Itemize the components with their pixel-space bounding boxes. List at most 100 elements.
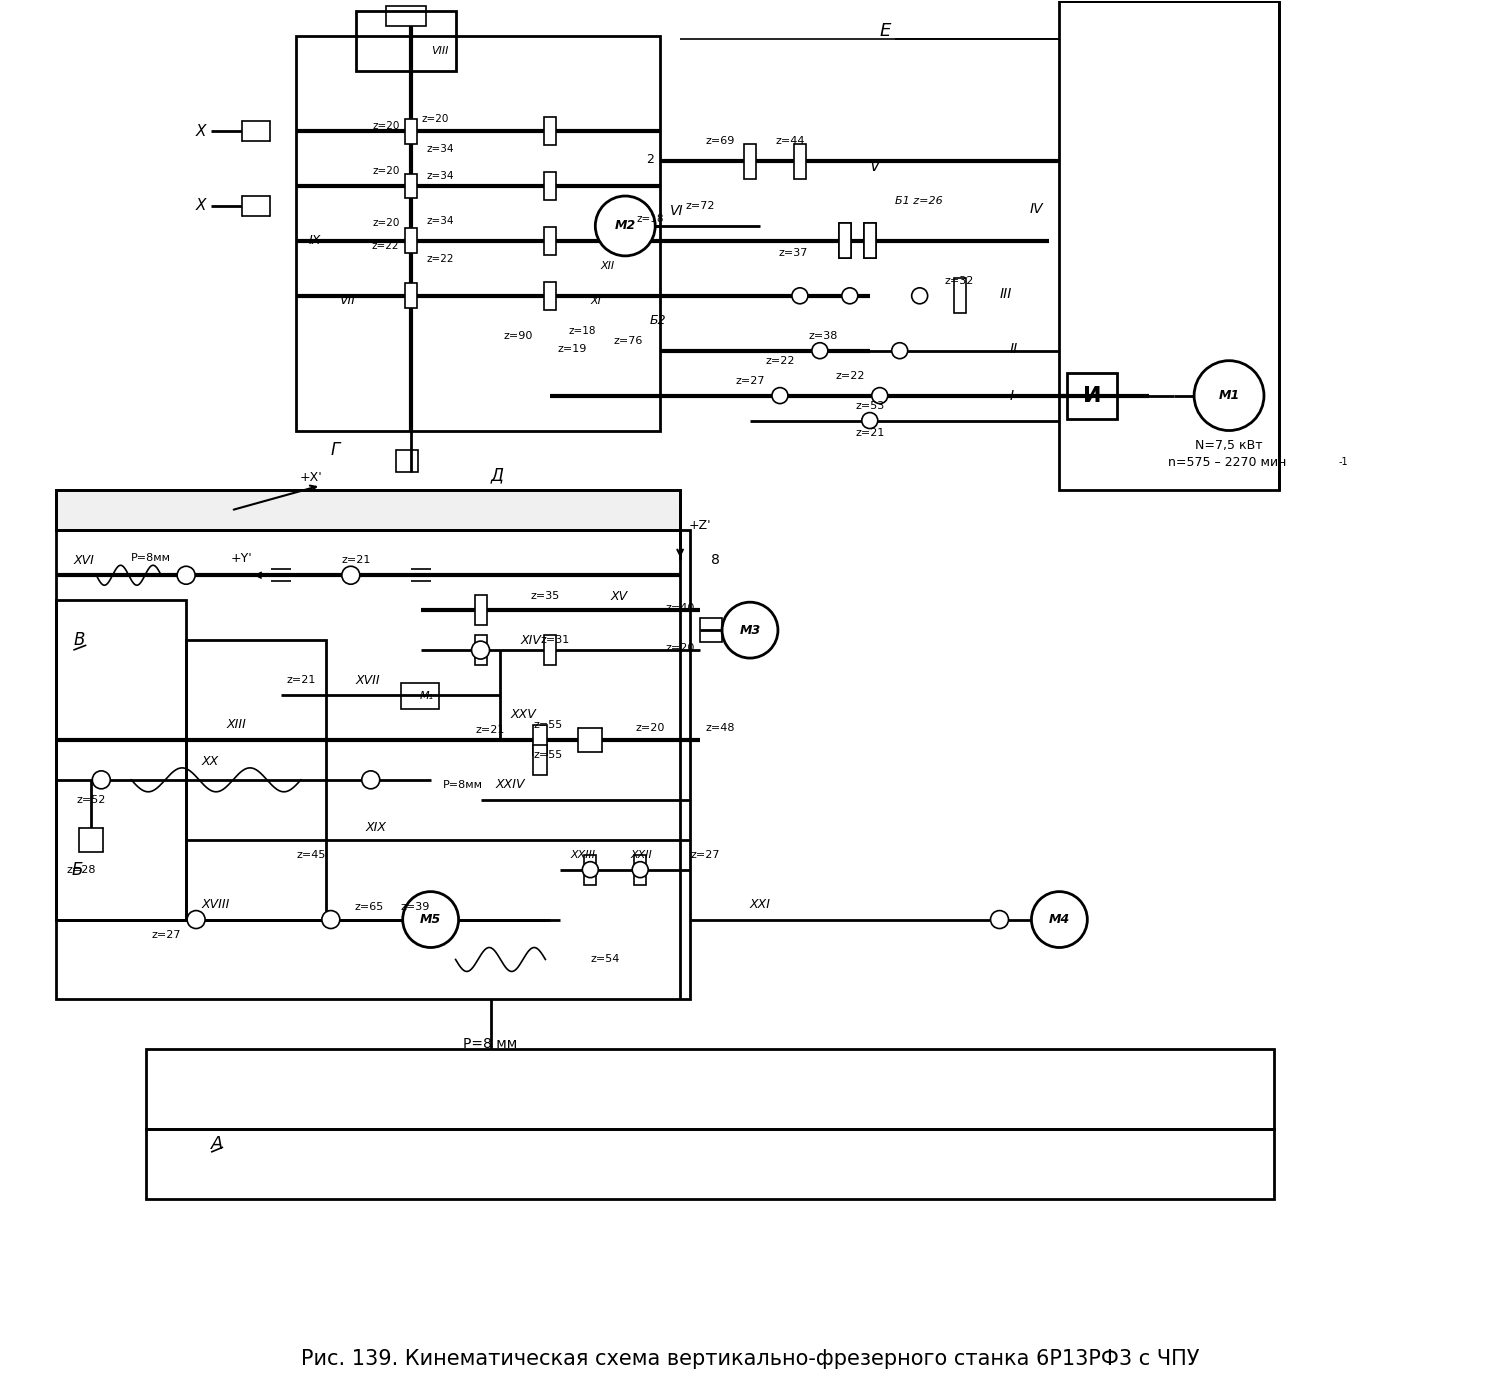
Text: X: X: [196, 198, 207, 214]
Bar: [356, 11, 456, 71]
Bar: [634, 855, 646, 884]
Bar: [57, 490, 680, 531]
Bar: [794, 144, 806, 179]
Text: z=22: z=22: [765, 356, 795, 366]
Circle shape: [177, 566, 195, 584]
Text: XXII: XXII: [630, 849, 652, 859]
Text: z=22: z=22: [836, 370, 864, 380]
Bar: [700, 617, 721, 643]
Bar: [146, 1049, 1274, 1129]
Text: z=44: z=44: [776, 136, 804, 147]
Text: I: I: [1010, 388, 1014, 402]
Text: IV: IV: [1029, 203, 1042, 217]
Circle shape: [990, 911, 1008, 929]
Text: z=20: z=20: [372, 218, 399, 228]
Bar: [1059, 1, 1280, 490]
Bar: [405, 173, 417, 198]
Text: z=22: z=22: [372, 240, 399, 251]
Circle shape: [772, 387, 788, 404]
Text: VIII: VIII: [430, 46, 448, 56]
Text: M1: M1: [1218, 390, 1239, 402]
Circle shape: [93, 771, 111, 789]
Text: XIX: XIX: [366, 821, 387, 834]
Text: z=27: z=27: [152, 929, 182, 940]
Text: Б1 z=26: Б1 z=26: [894, 196, 942, 205]
Text: z=31: z=31: [542, 636, 570, 645]
Text: M₁: M₁: [420, 692, 434, 701]
Text: XVI: XVI: [74, 553, 94, 567]
Bar: [405, 284, 417, 309]
Text: z=20: z=20: [666, 643, 694, 654]
Text: z=28: z=28: [66, 865, 96, 875]
Text: z=90: z=90: [504, 331, 532, 341]
Text: z=22: z=22: [427, 254, 454, 264]
Text: z=20: z=20: [372, 166, 399, 176]
Circle shape: [912, 288, 927, 303]
Bar: [864, 224, 876, 258]
Text: XXV: XXV: [510, 708, 536, 721]
Text: z=40: z=40: [666, 604, 694, 613]
Text: XIII: XIII: [226, 718, 246, 732]
Text: z=20: z=20: [372, 122, 399, 131]
Circle shape: [632, 862, 648, 877]
Circle shape: [871, 387, 888, 404]
Text: z=38: z=38: [808, 331, 837, 341]
Text: z=18: z=18: [636, 214, 664, 224]
Text: P=8 мм: P=8 мм: [464, 1038, 518, 1052]
Bar: [386, 7, 426, 27]
Bar: [57, 531, 690, 999]
Bar: [839, 224, 850, 258]
Bar: [242, 196, 270, 217]
Circle shape: [862, 412, 877, 429]
Text: M3: M3: [740, 623, 760, 637]
Text: В: В: [74, 631, 84, 650]
Text: z=54: z=54: [591, 954, 620, 964]
Text: +Z': +Z': [688, 518, 711, 532]
Circle shape: [1194, 360, 1264, 430]
Circle shape: [188, 911, 206, 929]
Bar: [400, 683, 438, 710]
Text: +Y': +Y': [230, 552, 252, 564]
Text: z=37: z=37: [778, 247, 807, 258]
Text: M5: M5: [420, 914, 441, 926]
Bar: [544, 172, 556, 200]
Bar: [186, 640, 326, 919]
Bar: [544, 117, 556, 145]
Text: X: X: [196, 123, 207, 138]
Text: Рис. 139. Кинематическая схема вертикально-фрезерного станка 6Р13РФ3 с ЧПУ: Рис. 139. Кинематическая схема вертикаль…: [300, 1348, 1200, 1369]
Text: M4: M4: [1048, 914, 1070, 926]
Text: +X': +X': [300, 471, 322, 483]
Text: z=21: z=21: [340, 555, 370, 566]
Circle shape: [792, 288, 808, 303]
Circle shape: [722, 602, 778, 658]
Text: z=52: z=52: [76, 795, 106, 805]
Text: A: A: [211, 1136, 223, 1153]
Text: z=27: z=27: [690, 849, 720, 859]
Text: z=21: z=21: [286, 675, 315, 685]
Bar: [1068, 373, 1118, 419]
Bar: [405, 119, 417, 144]
Text: II: II: [1010, 342, 1017, 356]
Text: XVII: XVII: [356, 673, 381, 686]
Circle shape: [362, 771, 380, 789]
Text: z=19: z=19: [558, 344, 586, 353]
Text: XII: XII: [600, 261, 615, 271]
Text: XIV: XIV: [520, 634, 542, 647]
Circle shape: [596, 196, 656, 256]
Text: N=7,5 кВт: N=7,5 кВт: [1196, 439, 1263, 453]
Bar: [544, 226, 556, 254]
Text: XXIV: XXIV: [495, 778, 525, 791]
Text: VI: VI: [670, 204, 684, 218]
Text: z=34: z=34: [427, 217, 454, 226]
Bar: [405, 229, 417, 253]
Text: z=20: z=20: [422, 115, 450, 124]
Text: z=69: z=69: [705, 136, 735, 147]
Circle shape: [471, 641, 489, 659]
Circle shape: [342, 566, 360, 584]
Bar: [296, 36, 660, 430]
Circle shape: [322, 911, 340, 929]
Text: z=32: z=32: [945, 275, 975, 286]
Bar: [474, 595, 486, 624]
Bar: [544, 282, 556, 310]
Text: IX: IX: [309, 235, 321, 247]
